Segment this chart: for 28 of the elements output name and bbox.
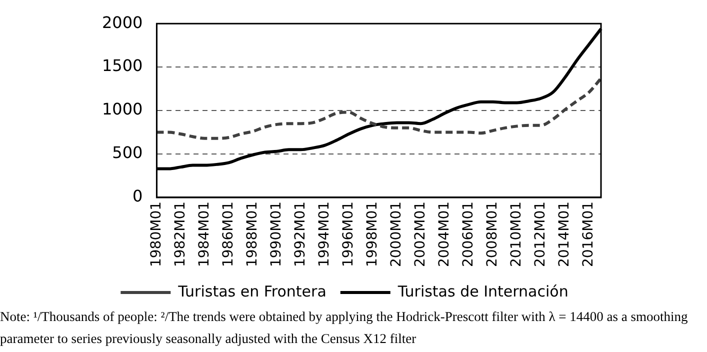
x-tick-label: 2006M01 — [460, 201, 477, 268]
x-tick-label: 2002M01 — [412, 201, 429, 268]
legend-label: Turistas de Internación — [396, 282, 568, 300]
x-tick-label: 1988M01 — [244, 201, 260, 268]
x-tick-label: 2012M01 — [532, 201, 549, 268]
x-tick-label: 1984M01 — [196, 201, 212, 268]
x-tick-label: 1994M01 — [316, 201, 332, 268]
y-tick-label: 0 — [132, 186, 143, 206]
x-tick-label: 2016M01 — [580, 201, 597, 268]
x-tick-label: 1986M01 — [220, 201, 236, 268]
legend-label: Turistas en Frontera — [177, 282, 326, 300]
x-tick-label: 1998M01 — [364, 201, 380, 268]
x-tick-label: 1982M01 — [172, 201, 188, 268]
x-tick-label: 1992M01 — [292, 201, 308, 268]
line-series — [155, 76, 602, 140]
x-tick-label: 2000M01 — [388, 201, 405, 268]
y-tick-label: 500 — [112, 143, 143, 162]
x-tick-label: 1996M01 — [340, 201, 356, 268]
x-tick-label: 2008M01 — [484, 201, 501, 268]
y-tick-label: 2000 — [102, 12, 143, 32]
text: Note: ¹/Thousands of people: ²/The trends were obtained by applying the Hodrick-Prescott filter with λ = 14400 as a smoothing parameter to series previously seasonally adjusted with the Census X12 filter — [0, 308, 689, 348]
y-tick-label: 1000 — [102, 100, 143, 119]
x-tick-label: 2004M01 — [436, 201, 453, 268]
x-tick-label: 2014M01 — [556, 201, 573, 268]
y-tick-label: 1500 — [102, 56, 143, 76]
x-tick-label: 2010M01 — [508, 201, 525, 268]
x-tick-label: 1990M01 — [268, 201, 284, 268]
x-tick-label: 1980M01 — [148, 201, 164, 268]
